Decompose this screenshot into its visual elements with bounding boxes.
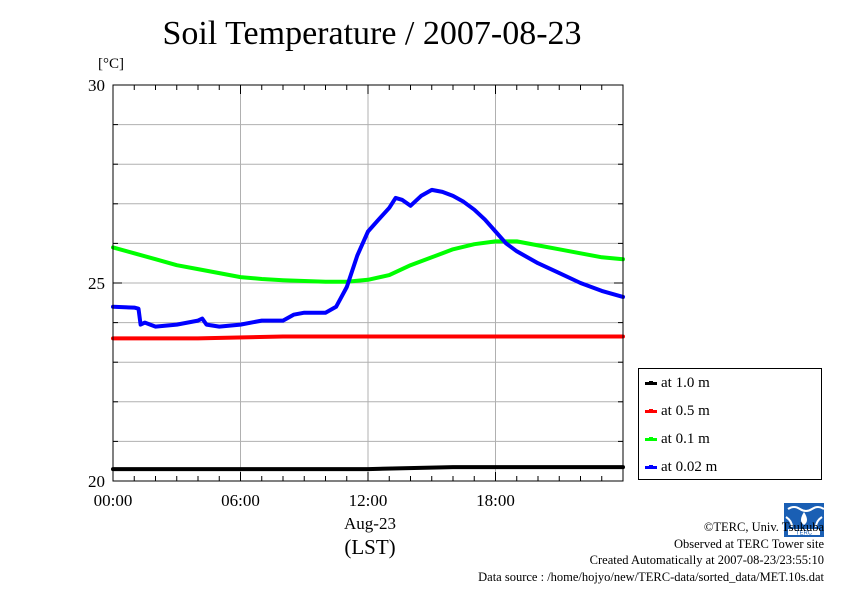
legend-item-1m: at 1.0 m bbox=[645, 373, 710, 393]
copyright-text: ©TERC, Univ. Tsukuba bbox=[703, 520, 824, 534]
legend-label-0-02m: at 0.02 m bbox=[661, 458, 718, 475]
terc-logo-icon: TERC bbox=[784, 503, 824, 537]
y-tick-label: 30 bbox=[88, 76, 105, 95]
svg-text:TERC: TERC bbox=[796, 531, 813, 537]
series-layer bbox=[111, 187, 625, 472]
y-axis-unit-label: [°C] bbox=[98, 56, 124, 72]
legend-item-0-5m: at 0.5 m bbox=[645, 401, 710, 421]
x-tick-label: 06:00 bbox=[221, 491, 260, 510]
legend-label-0-5m: at 0.5 m bbox=[661, 402, 710, 419]
chart-title: Soil Temperature / 2007-08-23 bbox=[162, 15, 582, 52]
legend: at 1.0 m at 0.5 m at 0.1 m at 0.02 m bbox=[638, 368, 822, 480]
series-line-1 bbox=[111, 334, 625, 341]
x-axis-unit-label: (LST) bbox=[344, 535, 396, 559]
legend-swatch-0-02m bbox=[645, 464, 657, 469]
legend-item-0-1m: at 0.1 m bbox=[645, 429, 710, 449]
credits: ©TERC, Univ. Tsukuba Observed at TERC To… bbox=[478, 519, 824, 585]
axis-layer: 20 25 30 00:00 06:00 12:00 18:00 bbox=[88, 76, 624, 510]
x-tick-label: 18:00 bbox=[476, 491, 515, 510]
legend-label-1m: at 1.0 m bbox=[661, 374, 710, 391]
created-text: Created Automatically at 2007-08-23/23:5… bbox=[589, 553, 824, 567]
x-tick-label: 00:00 bbox=[94, 491, 133, 510]
legend-swatch-1m bbox=[645, 380, 657, 385]
legend-label-0-1m: at 0.1 m bbox=[661, 430, 710, 447]
y-tick-label: 25 bbox=[88, 274, 105, 293]
series-line-0 bbox=[111, 465, 625, 472]
series-line-2 bbox=[111, 239, 625, 284]
series-line-3 bbox=[111, 187, 625, 329]
data-source-text: Data source : /home/hojyo/new/TERC-data/… bbox=[478, 569, 824, 584]
legend-item-0-02m: at 0.02 m bbox=[645, 457, 717, 477]
legend-swatch-0-5m bbox=[645, 408, 657, 413]
x-tick-label: 12:00 bbox=[349, 491, 388, 510]
legend-swatch-0-1m bbox=[645, 436, 657, 441]
observed-text: Observed at TERC Tower site bbox=[673, 536, 824, 551]
y-tick-label: 20 bbox=[88, 472, 105, 491]
grid-layer bbox=[113, 85, 623, 481]
x-axis-date-label: Aug-23 bbox=[344, 514, 396, 533]
